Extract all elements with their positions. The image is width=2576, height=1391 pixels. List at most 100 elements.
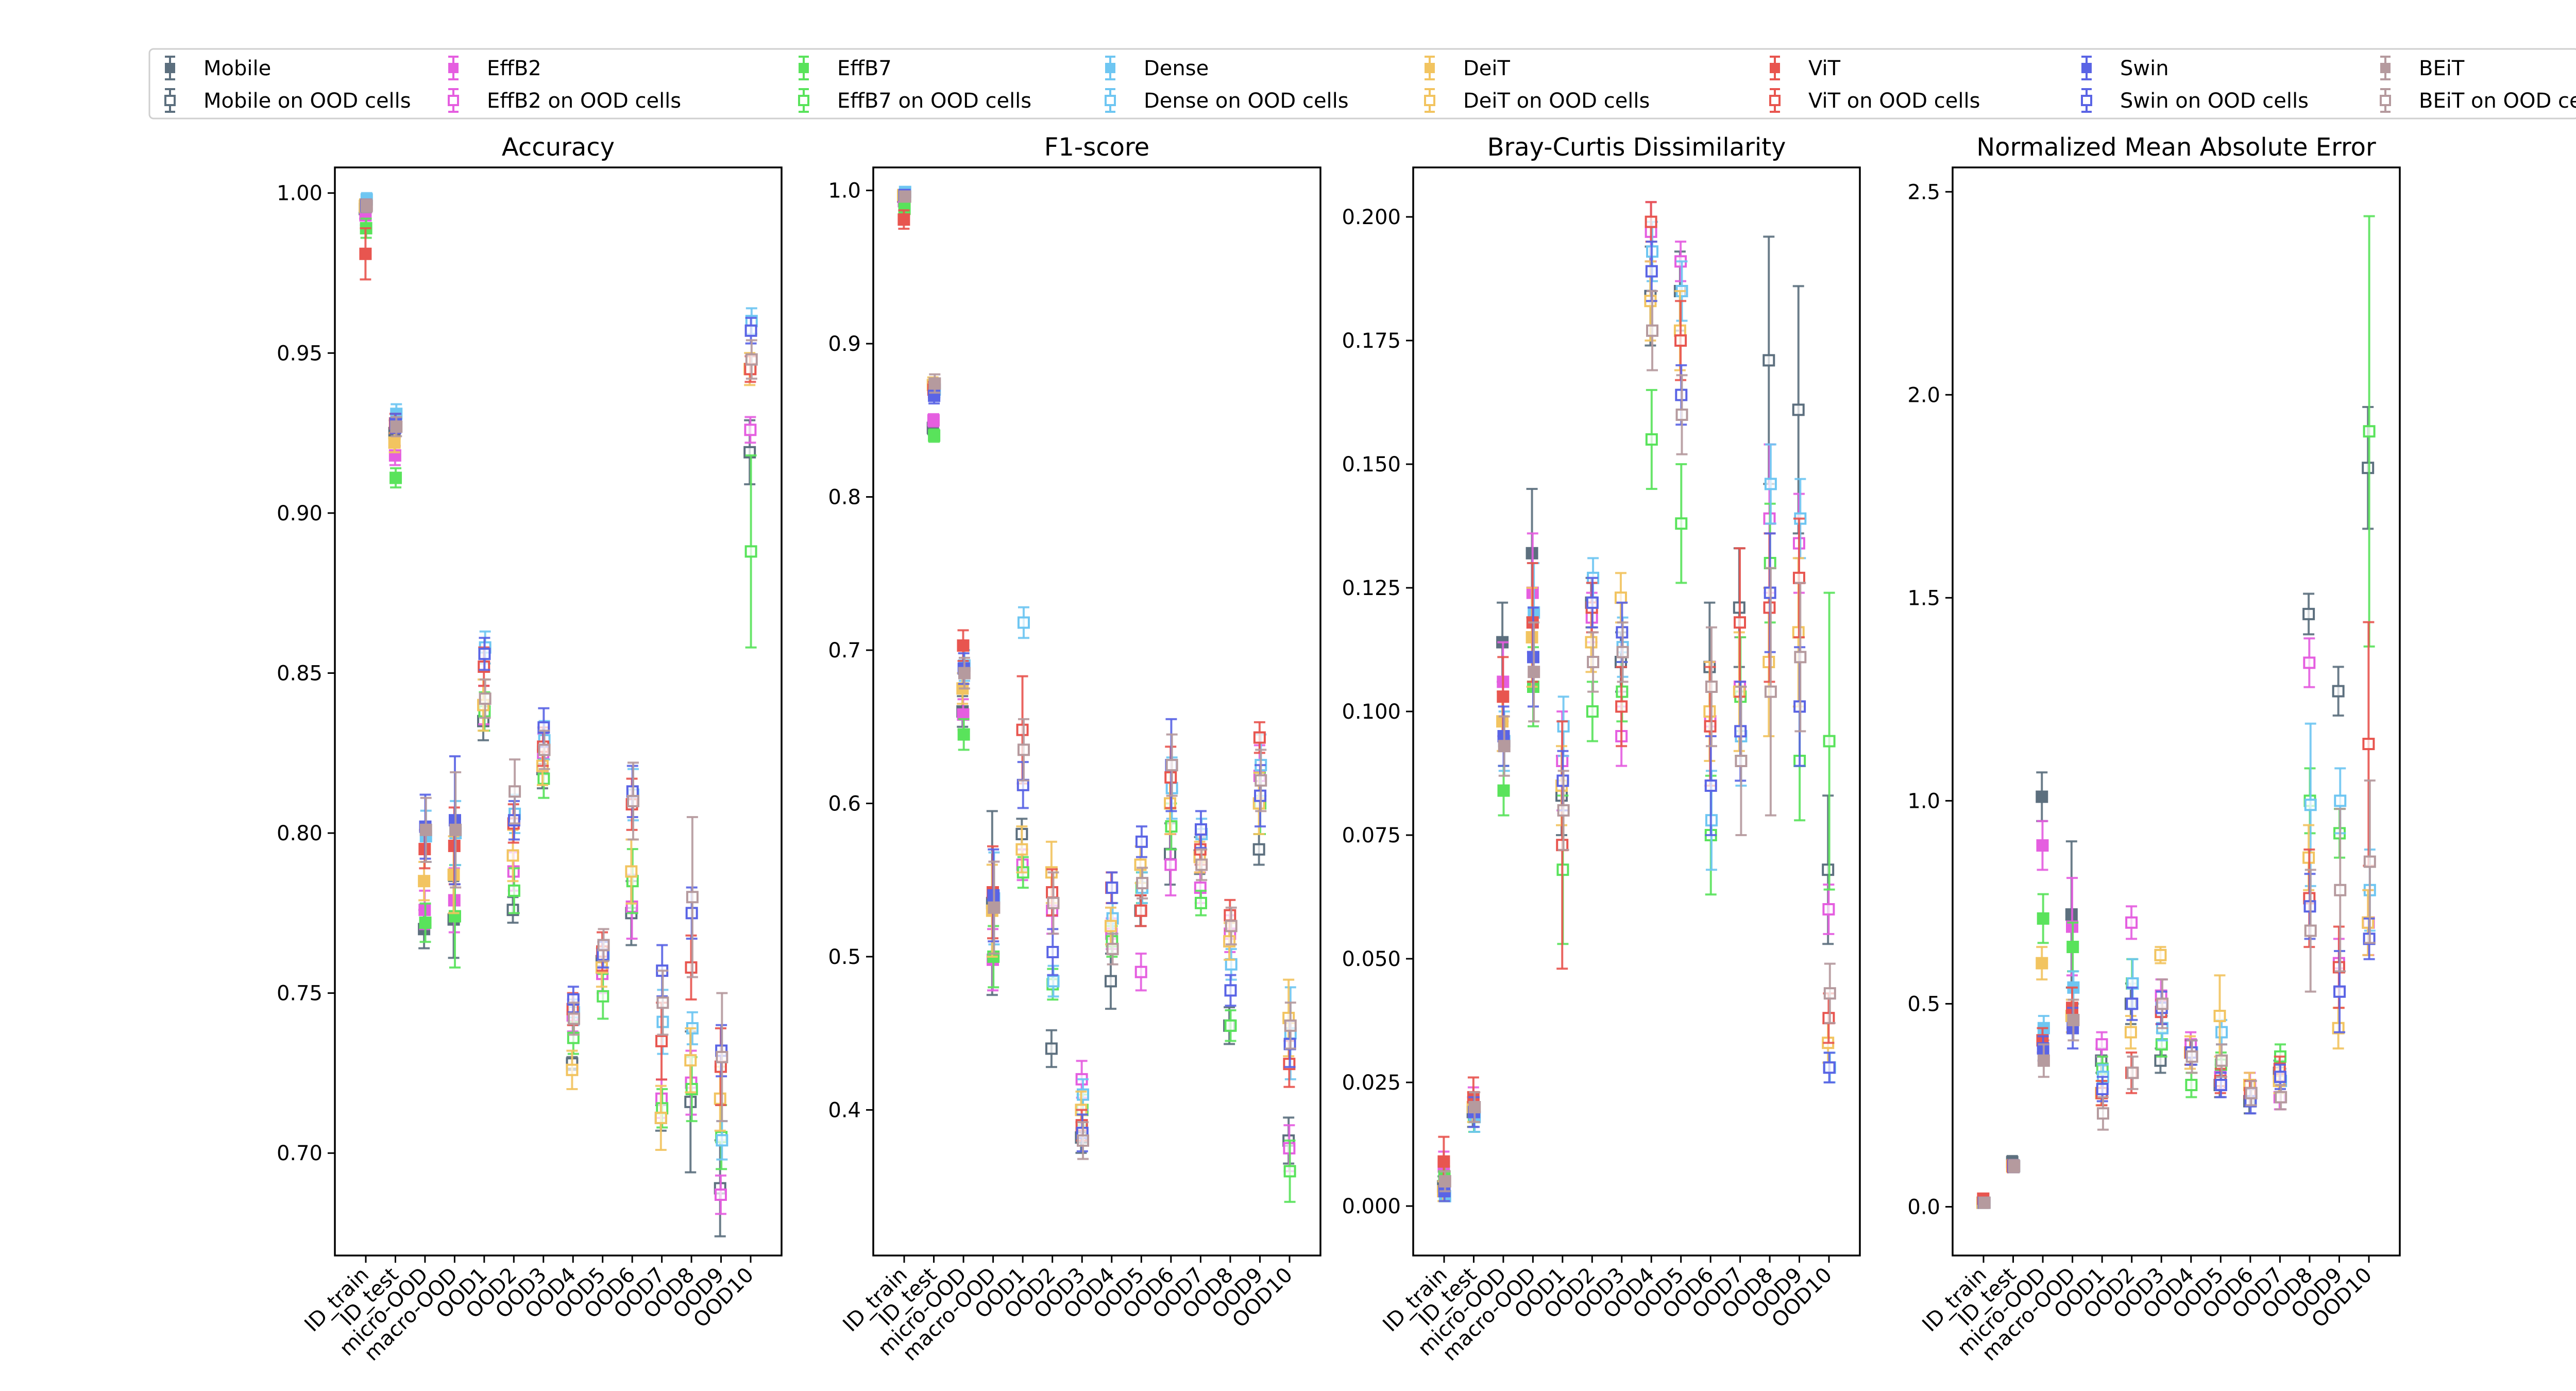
marker-filled — [418, 875, 431, 888]
axes-frame — [334, 166, 783, 1257]
marker-open — [1556, 839, 1569, 852]
legend-label: DeiT on OOD cells — [1463, 89, 1650, 113]
legend-marker-filled — [448, 63, 459, 73]
legend-entry: ViT on OOD cells — [1769, 88, 1980, 113]
panel-1: Accuracy0.700.750.800.850.900.951.00ID_t… — [277, 133, 783, 1366]
marker-open — [2126, 1066, 2139, 1079]
marker-open — [1792, 403, 1805, 416]
marker-filled — [928, 377, 941, 390]
marker-filled — [449, 823, 462, 836]
marker-open — [744, 324, 757, 337]
legend-marker-filled — [1425, 63, 1435, 73]
marker-filled — [359, 247, 372, 260]
marker-filled — [957, 728, 970, 741]
legend-entry: EffB7 — [799, 56, 892, 80]
y-tick-label: 2.0 — [1907, 383, 1940, 407]
panel-title: Bray-Curtis Dissimilarity — [1487, 133, 1786, 162]
legend-label: ViT on OOD cells — [1808, 89, 1980, 113]
legend-label: Mobile on OOD cells — [204, 89, 411, 113]
marker-open — [1675, 517, 1688, 530]
marker-open — [1792, 571, 1805, 584]
marker-open — [2304, 924, 2317, 937]
y-tick-label: 0.90 — [277, 502, 323, 525]
marker-open — [625, 865, 638, 878]
marker-open — [1646, 324, 1659, 337]
marker-open — [1645, 433, 1658, 446]
y-tick-label: 0.85 — [277, 661, 323, 685]
marker-filled — [1468, 1101, 1481, 1113]
marker-filled — [988, 901, 1001, 914]
legend-label: EffB2 on OOD cells — [487, 89, 681, 113]
marker-open — [1585, 636, 1598, 649]
y-tick-label: 1.5 — [1907, 586, 1940, 610]
axes-frame — [1952, 166, 2401, 1257]
marker-open — [1705, 681, 1718, 693]
marker-open — [2334, 794, 2347, 807]
marker-open — [1614, 591, 1627, 604]
legend-label: EffB2 — [487, 57, 541, 80]
marker-filled — [419, 916, 432, 929]
legend-label: BEiT on OOD cells — [2419, 89, 2576, 113]
marker-open — [2215, 1026, 2228, 1039]
marker-filled — [1978, 1196, 1991, 1209]
marker-open — [538, 743, 551, 756]
marker-filled — [388, 436, 401, 449]
marker-open — [1823, 987, 1836, 1000]
marker-open — [2333, 985, 2346, 998]
marker-filled — [2037, 1054, 2050, 1067]
legend-entry: DeiT — [1425, 56, 1511, 80]
marker-open — [1587, 656, 1600, 668]
marker-open — [478, 648, 491, 660]
series-EffB7 — [898, 202, 1296, 1203]
marker-open — [1195, 858, 1208, 871]
marker-open — [1284, 1019, 1297, 1032]
marker-filled — [1438, 1175, 1451, 1188]
marker-open — [2156, 997, 2169, 1010]
marker-open — [2213, 1010, 2226, 1023]
marker-open — [714, 1188, 727, 1201]
panel-2: F1-score0.40.50.60.70.80.91.0ID_trainID_… — [828, 133, 1321, 1366]
legend-marker-open — [448, 95, 459, 106]
legend-marker-open — [798, 95, 809, 106]
series-EffB7 — [1438, 389, 1836, 1188]
marker-filled — [928, 429, 941, 442]
marker-open — [2274, 1071, 2286, 1083]
series-ViT — [897, 209, 1296, 1142]
marker-filled — [2067, 1013, 2080, 1026]
marker-open — [2362, 738, 2375, 751]
legend-label: Swin on OOD cells — [2120, 89, 2309, 113]
series-DeiT — [1437, 260, 1835, 1202]
marker-open — [1675, 409, 1688, 421]
marker-open — [1225, 920, 1238, 932]
series-ViT — [1977, 621, 2375, 1205]
marker-open — [1224, 984, 1237, 997]
marker-open — [1586, 705, 1599, 718]
marker-filled — [390, 420, 403, 433]
marker-open — [1224, 1019, 1237, 1032]
marker-open — [2124, 1026, 2137, 1039]
marker-filled — [957, 639, 970, 652]
marker-open — [684, 1054, 697, 1067]
marker-open — [537, 772, 550, 785]
legend-marker-filled — [2380, 63, 2391, 73]
y-tick-label: 0.8 — [828, 486, 861, 510]
marker-open — [1253, 731, 1266, 744]
y-tick-label: 0.100 — [1342, 700, 1401, 724]
legend-marker-open — [1769, 95, 1781, 106]
marker-open — [509, 785, 521, 798]
marker-open — [1822, 863, 1835, 876]
marker-filled — [1497, 690, 1510, 703]
marker-open — [1045, 1042, 1058, 1055]
legend-marker-open — [164, 95, 176, 106]
marker-open — [2363, 855, 2376, 868]
legend-label: ViT — [1808, 57, 1841, 80]
marker-filled — [419, 823, 432, 836]
marker-open — [597, 939, 610, 952]
marker-open — [1823, 735, 1836, 748]
marker-open — [1134, 904, 1147, 917]
marker-open — [1015, 843, 1028, 856]
series-BEiT — [899, 190, 1297, 1160]
marker-open — [1762, 354, 1775, 367]
marker-open — [656, 996, 669, 1009]
marker-open — [2215, 1054, 2228, 1067]
